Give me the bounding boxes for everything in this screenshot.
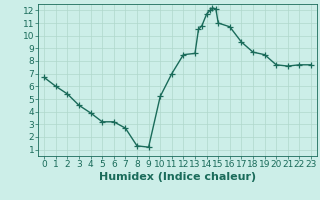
X-axis label: Humidex (Indice chaleur): Humidex (Indice chaleur)	[99, 172, 256, 182]
